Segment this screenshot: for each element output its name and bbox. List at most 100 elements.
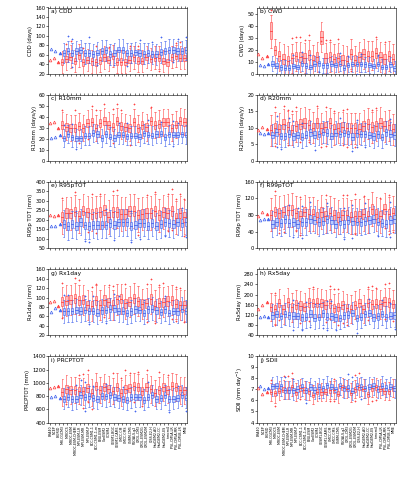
Bar	[117, 46, 119, 52]
Bar	[124, 299, 126, 308]
Bar	[151, 306, 153, 312]
Bar	[149, 118, 152, 126]
Bar	[324, 53, 326, 63]
Bar	[378, 52, 381, 62]
Bar	[115, 294, 118, 304]
Bar	[346, 216, 348, 224]
Text: b) CWD: b) CWD	[259, 9, 282, 14]
Bar	[346, 312, 348, 318]
Bar	[383, 121, 385, 131]
Bar	[320, 298, 322, 307]
Bar	[321, 310, 323, 316]
Bar	[393, 312, 395, 318]
Bar	[362, 304, 364, 313]
Bar	[65, 56, 67, 62]
Bar	[79, 308, 81, 314]
Bar	[300, 314, 302, 320]
Bar	[176, 132, 178, 138]
Bar	[311, 392, 314, 397]
Bar	[184, 308, 187, 314]
Bar	[320, 124, 322, 134]
Bar	[393, 216, 395, 224]
Bar	[104, 132, 107, 136]
Bar	[388, 216, 391, 224]
Bar	[279, 313, 281, 320]
Bar	[154, 54, 156, 61]
Text: j) SDII: j) SDII	[259, 358, 277, 362]
Bar	[312, 216, 315, 224]
Bar	[393, 66, 395, 70]
Bar	[137, 383, 139, 391]
Bar	[380, 64, 382, 70]
Bar	[279, 219, 281, 227]
Bar	[300, 384, 302, 390]
Bar	[304, 132, 306, 138]
Bar	[312, 132, 315, 138]
Bar	[111, 206, 114, 216]
Bar	[292, 64, 294, 68]
Bar	[178, 300, 181, 310]
Bar	[163, 392, 166, 398]
Bar	[113, 136, 115, 140]
Bar	[338, 383, 340, 388]
Bar	[273, 46, 275, 55]
Bar	[96, 132, 98, 136]
Bar	[63, 220, 65, 228]
Bar	[79, 218, 81, 226]
Bar	[290, 54, 292, 64]
Bar	[374, 120, 377, 130]
Bar	[320, 30, 322, 44]
Bar	[329, 62, 332, 66]
Bar	[388, 62, 391, 66]
Bar	[371, 314, 374, 320]
Bar	[336, 302, 339, 311]
Bar	[366, 392, 368, 397]
Bar	[166, 386, 168, 394]
Bar	[141, 300, 143, 308]
Bar	[269, 126, 271, 136]
Bar	[82, 206, 84, 216]
Bar	[121, 308, 124, 314]
Bar	[282, 305, 284, 314]
Bar	[283, 216, 286, 224]
Bar	[75, 136, 77, 141]
Bar	[83, 222, 86, 230]
Bar	[290, 125, 292, 135]
Bar	[154, 389, 156, 396]
Bar	[370, 50, 372, 60]
Bar	[340, 122, 343, 132]
Bar	[350, 217, 353, 225]
Bar	[296, 220, 298, 228]
Bar	[176, 395, 178, 401]
Bar	[338, 217, 340, 225]
Bar	[342, 220, 344, 228]
Bar	[329, 133, 332, 140]
Bar	[103, 383, 105, 391]
Bar	[315, 298, 318, 307]
Bar	[376, 313, 378, 320]
Bar	[95, 208, 97, 218]
Bar	[184, 47, 187, 53]
Bar	[325, 216, 328, 224]
Bar	[271, 220, 273, 228]
Bar	[86, 119, 89, 127]
Bar	[324, 122, 326, 132]
Bar	[99, 386, 101, 394]
Bar	[67, 308, 69, 314]
Bar	[154, 121, 156, 129]
Bar	[79, 392, 81, 398]
Bar	[128, 297, 131, 306]
Bar	[350, 310, 353, 316]
Bar	[353, 386, 355, 392]
Bar	[279, 65, 281, 70]
Bar	[149, 208, 152, 218]
Bar	[277, 298, 280, 307]
Bar	[115, 382, 118, 390]
Bar	[345, 56, 347, 66]
Bar	[162, 58, 164, 64]
Bar	[383, 54, 385, 64]
Bar	[296, 312, 298, 319]
Bar	[178, 208, 181, 218]
Bar	[71, 308, 73, 314]
Bar	[92, 130, 94, 136]
